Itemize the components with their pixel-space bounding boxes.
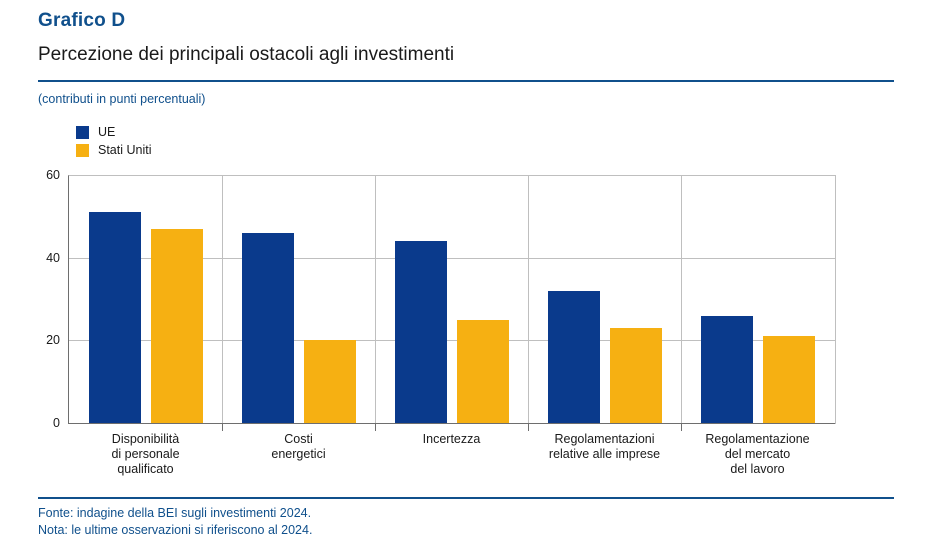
footer-divider	[38, 497, 894, 499]
x-tick-mark	[681, 424, 682, 431]
chart-legend: UE Stati Uniti	[76, 124, 152, 160]
y-tick-label: 20	[46, 333, 60, 348]
y-tick-label: 40	[46, 250, 60, 265]
group-separator	[681, 175, 682, 423]
x-category-label: Regolamentazione del mercato del lavoro	[705, 432, 810, 476]
y-tick-label: 0	[53, 416, 60, 430]
legend-label-ue: UE	[98, 124, 116, 139]
bar-stati-uniti	[609, 327, 662, 423]
bar-stati-uniti	[303, 340, 356, 423]
bar-ue	[88, 212, 141, 423]
plot-area	[68, 175, 836, 424]
bar-stati-uniti	[762, 336, 815, 423]
group-separator	[528, 175, 529, 423]
legend-swatch-ue	[76, 125, 89, 139]
x-category-label: Costi energetici	[271, 432, 326, 461]
x-category-label: Regolamentazioni relative alle imprese	[548, 432, 661, 461]
legend-swatch-stati-uniti	[76, 143, 89, 157]
legend-item-ue: UE	[76, 124, 152, 140]
footer-notes: Fonte: indagine della BEI sugli investim…	[38, 505, 312, 539]
gridline	[69, 340, 835, 342]
note-text: Nota: le ultime osservazioni si riferisc…	[38, 523, 313, 537]
bar-ue	[394, 241, 447, 423]
header-divider	[38, 80, 894, 82]
gridline	[69, 257, 835, 259]
x-category-label: Disponibilità di personale qualificato	[111, 432, 180, 476]
x-tick-mark	[375, 424, 376, 431]
gridline	[69, 175, 835, 176]
x-axis-line	[68, 423, 835, 424]
bar-ue	[700, 315, 753, 423]
x-axis-labels: Disponibilità di personale qualificato Co…	[69, 432, 834, 488]
source-text: Fonte: indagine della BEI sugli investim…	[38, 506, 312, 520]
page-title: Grafico D	[38, 10, 126, 31]
legend-label-stati-uniti: Stati Uniti	[98, 142, 152, 157]
units-label: (contributi in punti percentuali)	[38, 92, 206, 106]
bar-ue	[241, 232, 294, 423]
group-separator	[222, 175, 223, 423]
legend-item-stati-uniti: Stati Uniti	[76, 142, 152, 158]
group-separator	[375, 175, 376, 423]
page-subtitle: Percezione dei principali ostacoli agli …	[38, 44, 455, 65]
bar-stati-uniti	[456, 319, 509, 423]
x-tick-mark	[222, 424, 223, 431]
y-axis: 0 20 40 60	[28, 168, 60, 430]
bar-ue	[547, 290, 600, 423]
x-category-label: Incertezza	[422, 432, 481, 446]
bar-stati-uniti	[150, 228, 203, 423]
x-tick-mark	[528, 424, 529, 431]
y-tick-label: 60	[46, 168, 60, 182]
bars-layer	[69, 175, 834, 423]
